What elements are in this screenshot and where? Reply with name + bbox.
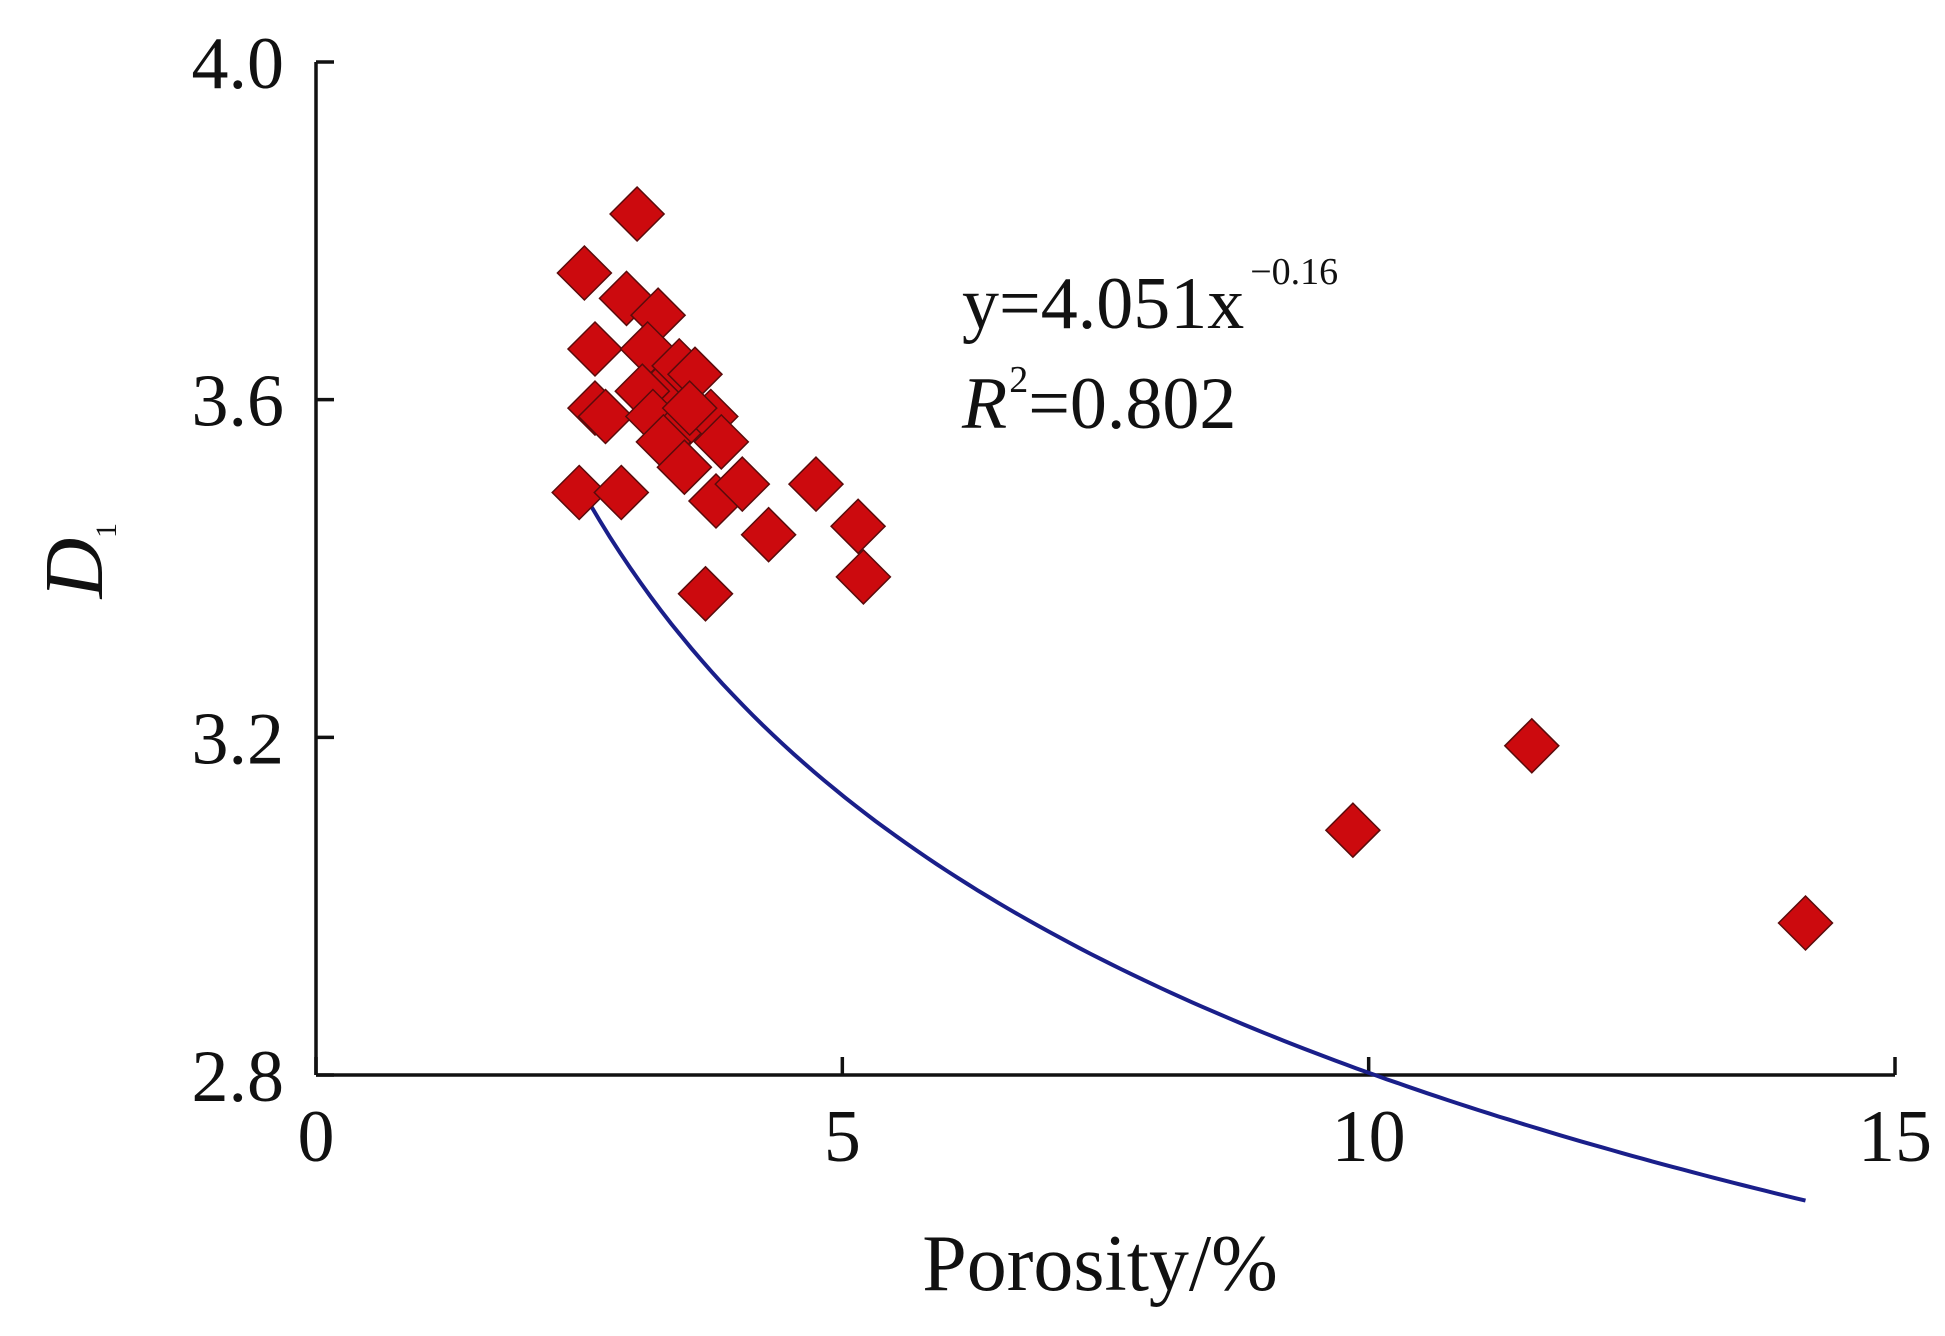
y-axis-ticks: 2.8 3.2 3.6 4.0: [192, 23, 334, 1118]
data-point: [835, 548, 892, 605]
data-point: [830, 498, 887, 555]
x-tick-label: 15: [1858, 1096, 1932, 1178]
fit-equation-annotation: y=4.051x −0.16 R2=0.802: [961, 251, 1338, 445]
y-tick-label: 3.6: [192, 361, 285, 443]
data-point: [1777, 894, 1834, 952]
power-fit-curve: [577, 484, 1806, 1203]
data-point: [740, 506, 797, 563]
data-point: [693, 413, 750, 470]
data-point: [661, 380, 718, 437]
y-axis-title: D 1: [28, 523, 123, 599]
x-axis-title: Porosity/%: [922, 1220, 1278, 1308]
y-tick-label: 2.8: [192, 1036, 285, 1118]
x-tick-label: 10: [1332, 1096, 1406, 1178]
data-point: [551, 464, 608, 521]
y-axis-title-main: D: [28, 538, 121, 600]
y-axis-title-subscript: 1: [90, 523, 123, 538]
data-point: [609, 185, 666, 243]
data-point: [593, 464, 650, 521]
data-point: [714, 456, 771, 513]
data-point: [1324, 802, 1381, 859]
data-point: [787, 456, 845, 513]
r-squared-symbol: R: [961, 363, 1007, 445]
r-squared-power: 2: [1009, 359, 1028, 401]
data-point: [677, 565, 734, 622]
equation-exponent: −0.16: [1250, 251, 1338, 293]
data-point: [556, 244, 613, 302]
data-point: [1503, 717, 1560, 774]
data-point: [566, 320, 624, 378]
r-squared-text: R2=0.802: [961, 359, 1236, 445]
data-point: [656, 439, 713, 496]
axes: [314, 62, 1895, 1077]
x-tick-label: 5: [824, 1096, 861, 1178]
fit-curve-group: [577, 484, 1806, 1203]
equation-prefix: y=4.051x: [962, 263, 1244, 345]
x-tick-label: 0: [298, 1096, 335, 1178]
x-axis-ticks: 0 5 10 15: [298, 1057, 1932, 1178]
y-tick-label: 3.2: [192, 698, 285, 780]
data-points: [551, 185, 1834, 952]
equation-text: y=4.051x −0.16: [962, 251, 1338, 345]
y-tick-label: 4.0: [192, 23, 285, 105]
r-squared-value: =0.802: [1028, 363, 1236, 445]
data-point: [577, 388, 634, 445]
